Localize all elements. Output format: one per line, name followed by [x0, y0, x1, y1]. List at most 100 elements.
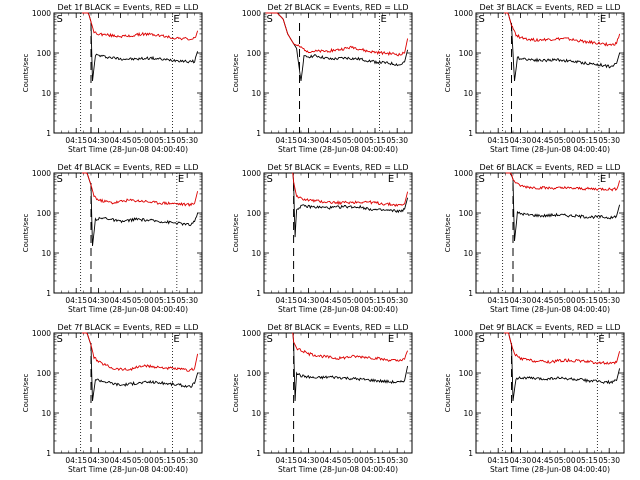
series-line-red [504, 332, 621, 365]
y-tick-label: 1 [46, 449, 51, 458]
end-marker-label: E [600, 14, 606, 25]
y-tick-label: 10 [41, 89, 51, 98]
y-tick-label: 100 [459, 49, 474, 58]
chart-panel: Det 7f BLACK = Events, RED = LLD 1 10 100 10… [22, 323, 203, 474]
x-tick-label: 05:15 [154, 136, 176, 145]
chart-panel: Det 5f BLACK = Events, RED = LLD 1 10 100 10… [232, 163, 413, 314]
start-marker-label: S [266, 334, 272, 345]
y-tick-label: 1000 [242, 329, 261, 338]
y-tick-label: 1000 [242, 169, 261, 178]
chart-panel: Det 1f BLACK = Events, RED = LLD 1 10 100 10… [22, 3, 203, 154]
x-axis-label: Start Time (28-Jun-08 04:00:40) [68, 305, 188, 314]
x-tick-label: 04:30 [510, 136, 532, 145]
x-tick-label: 04:45 [110, 456, 132, 465]
series-line-black [291, 332, 409, 402]
plot-frame [263, 12, 413, 134]
start-marker-label: S [56, 14, 62, 25]
x-axis-label: Start Time (28-Jun-08 04:00:40) [68, 465, 188, 474]
x-tick-label: 04:15 [65, 296, 87, 305]
series-line-red [82, 332, 199, 372]
plot-frame [263, 332, 413, 454]
x-tick-label: 05:00 [554, 136, 576, 145]
x-tick-label: 04:15 [65, 456, 87, 465]
y-tick-label: 100 [459, 209, 474, 218]
series-line-red [82, 172, 199, 207]
start-marker-label: S [266, 14, 272, 25]
x-axis-label: Start Time (28-Jun-08 04:00:40) [278, 145, 398, 154]
y-tick-label: 1000 [454, 169, 473, 178]
x-tick-label: 05:30 [176, 136, 198, 145]
chart-title: Det 1f BLACK = Events, RED = LLD [57, 3, 198, 12]
series-line-black [504, 332, 621, 402]
plot-frame [475, 172, 625, 294]
series-line-red [505, 172, 621, 192]
y-tick-label: 1000 [454, 9, 473, 18]
x-tick-label: 05:15 [576, 296, 598, 305]
y-tick-label: 1 [46, 129, 51, 138]
end-marker-label: E [600, 174, 606, 185]
series-line-red [265, 12, 409, 57]
chart-title: Det 5f BLACK = Events, RED = LLD [267, 163, 408, 172]
series-line-red [504, 12, 621, 47]
chart-panel: Det 3f BLACK = Events, RED = LLD 1 10 100 10… [444, 3, 625, 154]
y-tick-label: 1 [256, 289, 261, 298]
series-line-red [291, 332, 409, 362]
x-tick-label: 04:45 [110, 136, 132, 145]
series-line-black [291, 172, 409, 238]
y-tick-label: 1000 [242, 9, 261, 18]
y-tick-label: 10 [251, 249, 261, 258]
chart-title: Det 9f BLACK = Events, RED = LLD [479, 323, 620, 332]
y-tick-label: 100 [247, 209, 262, 218]
y-tick-label: 1000 [32, 329, 51, 338]
x-axis-label: Start Time (28-Jun-08 04:00:40) [278, 465, 398, 474]
x-tick-label: 04:15 [275, 296, 297, 305]
start-marker-label: S [478, 334, 484, 345]
y-tick-label: 1 [46, 289, 51, 298]
chart-panel: Det 6f BLACK = Events, RED = LLD 1 10 100 10… [444, 163, 625, 314]
x-tick-label: 05:15 [364, 296, 386, 305]
y-tick-label: 10 [463, 89, 473, 98]
plot-frame [475, 12, 625, 134]
y-tick-label: 10 [463, 409, 473, 418]
x-tick-label: 05:15 [154, 456, 176, 465]
x-tick-label: 05:00 [132, 456, 154, 465]
y-axis-label: Counts/sec [444, 54, 452, 93]
x-tick-label: 05:15 [576, 136, 598, 145]
x-tick-label: 05:00 [554, 296, 576, 305]
x-axis-label: Start Time (28-Jun-08 04:00:40) [490, 145, 610, 154]
end-marker-label: E [388, 174, 394, 185]
x-tick-label: 05:00 [132, 136, 154, 145]
x-tick-label: 05:15 [364, 136, 386, 145]
x-tick-label: 04:15 [487, 456, 509, 465]
x-tick-label: 04:15 [275, 456, 297, 465]
x-axis-label: Start Time (28-Jun-08 04:00:40) [490, 465, 610, 474]
plot-frame [53, 12, 203, 134]
plot-frame [53, 332, 203, 454]
x-tick-label: 05:00 [554, 456, 576, 465]
x-tick-label: 04:15 [487, 136, 509, 145]
chart-title: Det 4f BLACK = Events, RED = LLD [57, 163, 198, 172]
series-line-black [504, 12, 621, 82]
chart-title: Det 2f BLACK = Events, RED = LLD [267, 3, 408, 12]
x-tick-label: 04:45 [320, 296, 342, 305]
plot-frame [53, 172, 203, 294]
x-tick-label: 05:15 [364, 456, 386, 465]
x-tick-label: 05:30 [386, 136, 408, 145]
y-tick-label: 1 [468, 449, 473, 458]
x-tick-label: 05:00 [342, 456, 364, 465]
y-axis-label: Counts/sec [22, 214, 30, 253]
y-tick-label: 1 [468, 129, 473, 138]
end-marker-label: E [598, 334, 604, 345]
plot-frame [263, 172, 413, 294]
x-tick-label: 05:30 [176, 296, 198, 305]
y-axis-label: Counts/sec [232, 374, 240, 413]
x-tick-label: 05:15 [154, 296, 176, 305]
x-tick-label: 04:45 [110, 296, 132, 305]
series-line-black [82, 172, 199, 247]
end-marker-label: E [173, 334, 179, 345]
x-tick-label: 04:30 [298, 456, 320, 465]
y-tick-label: 10 [41, 249, 51, 258]
x-tick-label: 05:30 [176, 456, 198, 465]
y-axis-label: Counts/sec [444, 374, 452, 413]
